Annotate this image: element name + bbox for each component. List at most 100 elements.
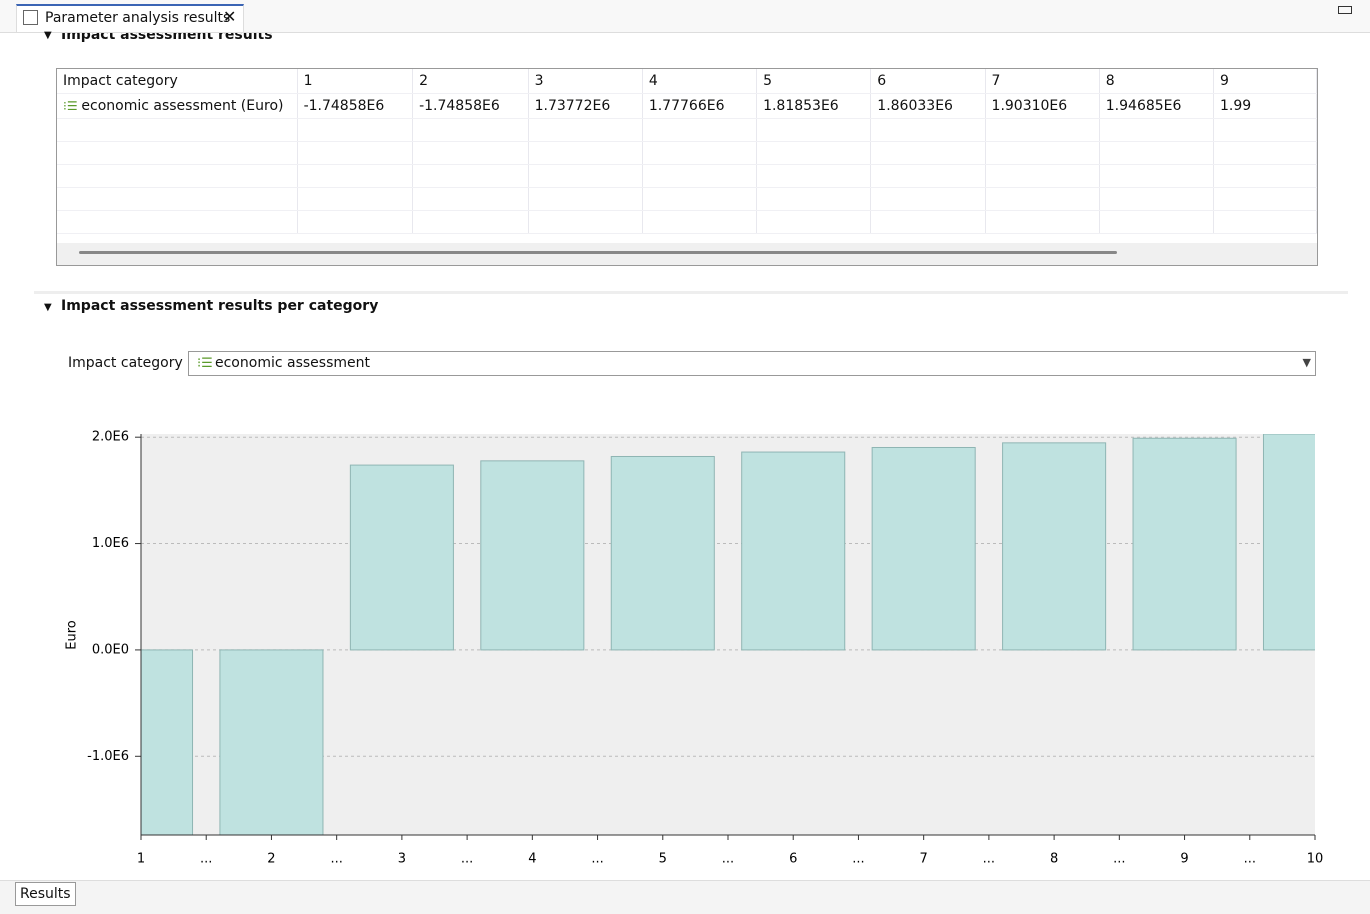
category-combo[interactable]: ⁝☰ economic assessment ▼ (188, 351, 1316, 376)
empty-cell (756, 164, 872, 188)
bar (741, 451, 846, 651)
empty-cell (57, 187, 298, 211)
cell-text: 1.86033E6 (877, 98, 953, 114)
bar (1262, 434, 1315, 651)
y-tick-label: 2.0E6 (92, 430, 129, 445)
empty-row (57, 164, 1317, 188)
empty-row (57, 141, 1317, 165)
editor-tab[interactable]: Parameter analysis results ✕ (16, 4, 244, 32)
header-cell: 8 (1099, 69, 1215, 94)
empty-cell (985, 118, 1100, 142)
x-tick-label: ... (200, 852, 212, 867)
empty-cell (642, 141, 758, 165)
data-row: ⁝☰ economic assessment (Euro) -1.74858E6 -… (57, 93, 1317, 119)
scrollbar[interactable] (57, 243, 1317, 265)
header-cell: 5 (756, 69, 872, 94)
cell: 1.81853E6 (756, 93, 872, 119)
empty-cell (870, 118, 986, 142)
empty-cell (1099, 141, 1215, 165)
empty-row (57, 187, 1317, 211)
x-tick-label: 10 (1307, 852, 1324, 867)
empty-cell (642, 187, 758, 211)
selector-label: Impact category (68, 355, 183, 371)
x-tick-label: 4 (528, 852, 536, 867)
empty-cell (57, 164, 298, 188)
header-cell: 7 (985, 69, 1100, 94)
x-tick-label: ... (1244, 852, 1256, 867)
empty-cell (1099, 164, 1215, 188)
table: Impact category 1 2 3 4 5 6 7 8 9 ⁝☰ economic asse… (57, 69, 1317, 234)
empty-row (57, 118, 1317, 142)
empty-cell (528, 141, 643, 165)
empty-cell (756, 187, 872, 211)
empty-cell (1099, 187, 1215, 211)
header-cell: 6 (870, 69, 986, 94)
empty-cell (297, 141, 414, 165)
combo-value: economic assessment (215, 355, 370, 371)
empty-cell (297, 118, 414, 142)
section-title: Impact assessment results per category (61, 298, 379, 314)
x-tick-label: ... (330, 852, 342, 867)
collapse-arrow[interactable]: ▼ (44, 30, 52, 41)
cell: ⁝☰ economic assessment (Euro) (57, 93, 298, 119)
cell-text: 1.99 (1220, 98, 1252, 114)
empty-cell (985, 141, 1100, 165)
bottom-bar (0, 880, 1370, 914)
empty-cell (870, 187, 986, 211)
empty-cell (1099, 210, 1215, 234)
empty-cell (870, 210, 986, 234)
empty-cell (528, 210, 643, 234)
x-tick-label: 3 (398, 852, 406, 867)
cell: 1.90310E6 (985, 93, 1100, 119)
empty-cell (57, 118, 298, 142)
cell: -1.74858E6 (412, 93, 529, 119)
cell-text: -1.74858E6 (303, 98, 385, 114)
bar (871, 446, 976, 651)
bar (141, 649, 194, 835)
empty-cell (1213, 210, 1317, 234)
empty-cell (756, 210, 872, 234)
empty-cell (985, 210, 1100, 234)
header-cell: 1 (297, 69, 414, 94)
empty-cell (528, 118, 643, 142)
cell: 1.94685E6 (1099, 93, 1215, 119)
x-tick-label: 8 (1050, 852, 1058, 867)
scroll-thumb[interactable] (79, 251, 1117, 254)
x-tick-label: ... (722, 852, 734, 867)
bar (1002, 442, 1107, 651)
empty-cell (1099, 118, 1215, 142)
x-tick-label: ... (591, 852, 603, 867)
empty-cell (1213, 141, 1317, 165)
empty-cell (412, 141, 529, 165)
x-tick-label: ... (983, 852, 995, 867)
empty-cell (1213, 187, 1317, 211)
cell: 1.99 (1213, 93, 1317, 119)
cell-text: 1.77766E6 (648, 98, 725, 114)
x-tick-label: 9 (1180, 852, 1188, 867)
cell-text: 1.94685E6 (1105, 98, 1182, 114)
results-tab[interactable]: Results (15, 882, 76, 906)
cell: 1.86033E6 (870, 93, 986, 119)
header-cell: 2 (412, 69, 529, 94)
x-tick-label: ... (461, 852, 473, 867)
separator (34, 291, 1348, 294)
header-cell: 9 (1213, 69, 1317, 94)
y-axis-label: Euro (65, 620, 80, 650)
empty-cell (1213, 164, 1317, 188)
empty-row (57, 210, 1317, 234)
collapse-arrow[interactable]: ▼ (44, 302, 52, 313)
section-title: Impact assessment results (61, 27, 273, 43)
close-button[interactable]: ✕ (223, 7, 237, 26)
bar (610, 455, 715, 651)
cell-text: 1.73772E6 (534, 98, 611, 114)
bar (1132, 437, 1237, 651)
minimize-button[interactable] (1338, 6, 1352, 14)
empty-cell (297, 164, 414, 188)
y-tick-label: -1.0E6 (87, 749, 129, 764)
x-tick-label: 2 (267, 852, 275, 867)
combo-icon: ⁝☰ (197, 356, 213, 371)
x-tick-label: ... (1113, 852, 1125, 867)
combo-arrow[interactable]: ▼ (1302, 356, 1311, 369)
empty-cell (412, 118, 529, 142)
cell-text: 1.90310E6 (991, 98, 1068, 114)
